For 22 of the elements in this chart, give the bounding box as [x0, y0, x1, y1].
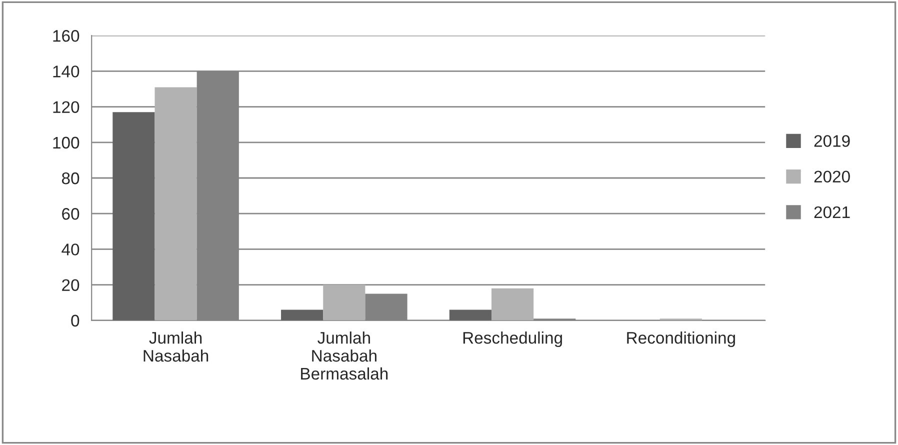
y-tick-label: 40	[62, 244, 80, 256]
x-tick-label: Jumlah Nasabah Bermasalah	[301, 332, 388, 380]
y-tick-label: 100	[53, 136, 80, 149]
bar	[112, 112, 155, 320]
x-tick-label: Reconditioning	[627, 332, 735, 348]
bar	[449, 310, 492, 320]
y-tick-label: 60	[62, 208, 80, 220]
x-tick-label: Rescheduling	[463, 332, 562, 348]
bar	[323, 284, 366, 320]
y-tick-label: 20	[62, 279, 80, 292]
legend-label: 2020	[814, 170, 850, 183]
bar	[154, 87, 197, 320]
y-tick-label: 80	[62, 172, 80, 184]
legend-label: 2021	[814, 206, 850, 218]
y-tick-label: 160	[53, 30, 80, 42]
bar	[281, 310, 324, 320]
bar	[491, 288, 534, 320]
legend-label: 2019	[814, 135, 850, 147]
y-tick-label: 140	[53, 66, 80, 78]
y-tick-label: 0	[71, 314, 80, 327]
x-tick-label: Jumlah Nasabah	[144, 332, 208, 362]
y-tick-label: 120	[53, 101, 80, 114]
